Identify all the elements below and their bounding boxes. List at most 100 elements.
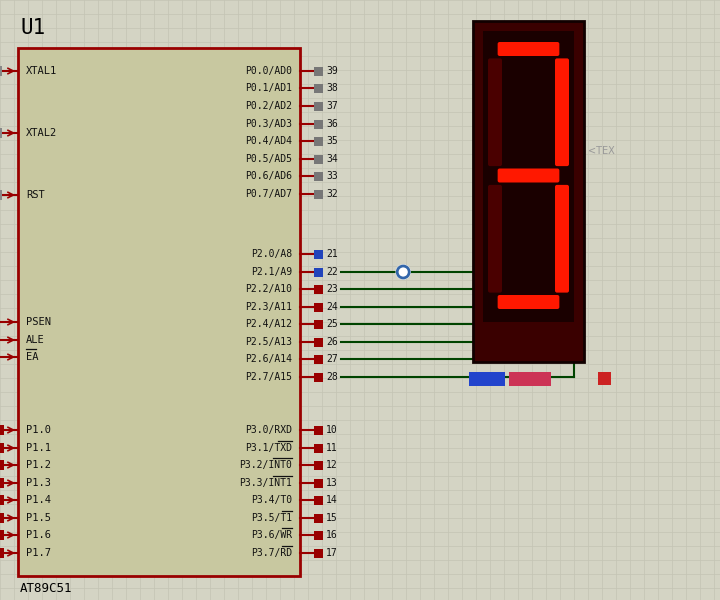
Bar — [0, 460, 4, 470]
Text: 35: 35 — [326, 136, 338, 146]
Text: 36: 36 — [326, 119, 338, 129]
Text: P2.3/A11: P2.3/A11 — [245, 302, 292, 312]
Bar — [0, 513, 4, 523]
Text: P3.3/INT1: P3.3/INT1 — [239, 478, 292, 488]
Bar — [314, 338, 323, 347]
Text: P1.5: P1.5 — [26, 513, 51, 523]
Text: 13: 13 — [326, 478, 338, 488]
Text: P0.4/AD4: P0.4/AD4 — [245, 136, 292, 146]
Bar — [314, 155, 323, 164]
Bar — [598, 372, 611, 385]
Text: 14: 14 — [326, 495, 338, 505]
Bar — [314, 531, 323, 540]
Text: P2.7/A15: P2.7/A15 — [245, 372, 292, 382]
Text: P3.1/TXD: P3.1/TXD — [245, 443, 292, 453]
Bar — [314, 67, 323, 76]
Bar — [314, 303, 323, 312]
Text: P3.6/WR: P3.6/WR — [251, 530, 292, 540]
Text: 11: 11 — [326, 443, 338, 453]
Text: XTAL1: XTAL1 — [26, 66, 58, 76]
Text: P3.2/INT0: P3.2/INT0 — [239, 460, 292, 470]
Text: 34: 34 — [326, 154, 338, 164]
Bar — [314, 137, 323, 146]
Text: PSEN: PSEN — [26, 317, 51, 327]
Text: P0.2/AD2: P0.2/AD2 — [245, 101, 292, 111]
Text: 10: 10 — [326, 425, 338, 435]
Text: P1.7: P1.7 — [26, 548, 51, 558]
Bar — [0, 190, 2, 200]
Text: 21: 21 — [326, 249, 338, 259]
Text: AT89C51: AT89C51 — [20, 582, 73, 595]
Text: 22: 22 — [326, 267, 338, 277]
Bar — [314, 320, 323, 329]
Bar — [314, 461, 323, 470]
Text: P2.2/A10: P2.2/A10 — [245, 284, 292, 294]
Bar — [314, 479, 323, 488]
Bar — [314, 549, 323, 558]
Bar — [509, 372, 551, 386]
Text: P1.2: P1.2 — [26, 460, 51, 470]
Text: P3.7/RD: P3.7/RD — [251, 548, 292, 558]
Bar — [314, 444, 323, 453]
Text: 33: 33 — [326, 171, 338, 181]
FancyBboxPatch shape — [488, 185, 502, 293]
FancyBboxPatch shape — [498, 169, 559, 182]
Bar — [314, 84, 323, 93]
Bar — [0, 128, 2, 138]
Bar — [314, 285, 323, 294]
Text: P2.0/A8: P2.0/A8 — [251, 249, 292, 259]
Text: P3.5/T1: P3.5/T1 — [251, 513, 292, 523]
Bar — [0, 495, 4, 505]
Text: 37: 37 — [326, 101, 338, 111]
Text: <TEX: <TEX — [588, 146, 615, 155]
Text: P0.3/AD3: P0.3/AD3 — [245, 119, 292, 129]
Circle shape — [396, 265, 410, 279]
Bar — [0, 478, 4, 488]
FancyBboxPatch shape — [555, 58, 569, 166]
Text: P0.6/AD6: P0.6/AD6 — [245, 171, 292, 181]
Bar — [314, 190, 323, 199]
Bar — [0, 443, 4, 453]
Bar — [0, 66, 2, 76]
Text: 25: 25 — [326, 319, 338, 329]
Text: P0.1/AD1: P0.1/AD1 — [245, 83, 292, 93]
Text: 39: 39 — [326, 66, 338, 76]
Text: P3.4/T0: P3.4/T0 — [251, 495, 292, 505]
Text: P1.1: P1.1 — [26, 443, 51, 453]
Text: 28: 28 — [326, 372, 338, 382]
Text: XTAL2: XTAL2 — [26, 128, 58, 138]
Bar — [314, 102, 323, 111]
Text: P2.1/A9: P2.1/A9 — [251, 267, 292, 277]
Text: P2.6/A14: P2.6/A14 — [245, 354, 292, 364]
Text: ALE: ALE — [26, 335, 45, 345]
Text: RST: RST — [26, 190, 45, 200]
FancyBboxPatch shape — [488, 58, 502, 166]
Bar — [483, 31, 574, 322]
Bar — [473, 21, 584, 362]
Text: P3.0/RXD: P3.0/RXD — [245, 425, 292, 435]
Text: P1.3: P1.3 — [26, 478, 51, 488]
Bar — [0, 548, 4, 558]
Bar — [314, 355, 323, 364]
FancyBboxPatch shape — [498, 42, 559, 56]
Bar — [469, 372, 505, 386]
Bar — [314, 250, 323, 259]
Bar — [18, 48, 300, 576]
Text: P0.0/AD0: P0.0/AD0 — [245, 66, 292, 76]
Text: 32: 32 — [326, 189, 338, 199]
Text: 23: 23 — [326, 284, 338, 294]
Bar — [314, 426, 323, 435]
Text: 26: 26 — [326, 337, 338, 347]
Text: U1: U1 — [20, 18, 45, 38]
Text: 16: 16 — [326, 530, 338, 540]
Text: P2.4/A12: P2.4/A12 — [245, 319, 292, 329]
Bar — [314, 172, 323, 181]
Text: P1.4: P1.4 — [26, 495, 51, 505]
FancyBboxPatch shape — [555, 185, 569, 293]
Text: 24: 24 — [326, 302, 338, 312]
Text: 15: 15 — [326, 513, 338, 523]
Bar — [314, 268, 323, 277]
Bar — [0, 425, 4, 435]
Text: 12: 12 — [326, 460, 338, 470]
Text: 17: 17 — [326, 548, 338, 558]
